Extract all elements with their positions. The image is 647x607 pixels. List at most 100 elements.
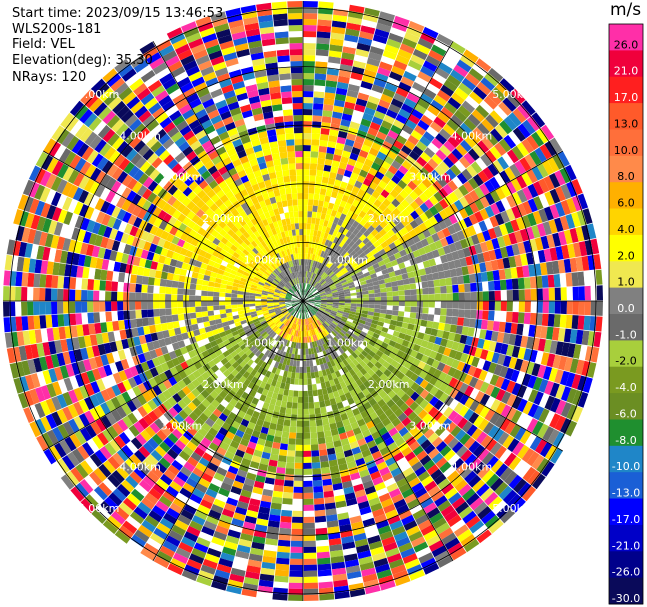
velocity-gate xyxy=(319,306,326,310)
velocity-gate xyxy=(442,330,450,340)
velocity-gate xyxy=(423,147,436,158)
velocity-gate xyxy=(219,301,226,306)
velocity-gate xyxy=(423,109,437,122)
velocity-gate xyxy=(505,245,515,257)
velocity-gate xyxy=(373,284,380,290)
velocity-gate xyxy=(409,283,417,290)
velocity-gate xyxy=(422,260,431,269)
velocity-gate xyxy=(593,331,602,348)
velocity-gate xyxy=(520,335,529,348)
velocity-gate xyxy=(479,100,494,114)
velocity-gate xyxy=(375,72,389,83)
velocity-gate xyxy=(303,468,313,475)
velocity-gate xyxy=(293,492,303,499)
velocity-gate xyxy=(549,247,558,261)
velocity-gate xyxy=(452,308,459,317)
velocity-gate xyxy=(536,128,550,144)
velocity-gate xyxy=(400,199,410,209)
velocity-gate xyxy=(414,76,429,88)
velocity-gate xyxy=(15,271,23,287)
velocity-gate xyxy=(21,301,28,316)
velocity-gate xyxy=(369,46,384,56)
velocity-gate xyxy=(334,280,341,285)
velocity-gate xyxy=(294,462,303,469)
velocity-gate xyxy=(320,213,327,220)
velocity-gate xyxy=(319,291,326,295)
velocity-gate xyxy=(321,207,328,214)
velocity-gate xyxy=(337,290,345,294)
velocity-gate xyxy=(410,210,420,220)
velocity-gate xyxy=(135,292,142,301)
velocity-gate xyxy=(379,313,386,319)
velocity-gate xyxy=(368,51,383,62)
velocity-gate xyxy=(531,131,545,147)
velocity-gate xyxy=(320,293,327,297)
velocity-gate xyxy=(558,231,567,246)
velocity-gate xyxy=(511,278,519,290)
velocity-gate xyxy=(401,273,409,280)
velocity-gate xyxy=(325,260,332,267)
velocity-gate xyxy=(451,250,460,261)
velocity-gate xyxy=(347,256,355,264)
velocity-gate xyxy=(315,236,320,243)
velocity-gate xyxy=(382,140,393,151)
velocity-gate xyxy=(426,126,439,138)
velocity-gate xyxy=(411,108,424,120)
velocity-gate xyxy=(300,348,303,355)
velocity-gate xyxy=(461,77,477,91)
velocity-gate xyxy=(467,225,477,237)
velocity-gate xyxy=(261,301,267,304)
velocity-gate xyxy=(356,258,364,265)
velocity-gate xyxy=(500,210,510,224)
velocity-gate xyxy=(440,254,448,264)
velocity-gate xyxy=(316,545,330,553)
velocity-gate xyxy=(377,275,385,281)
velocity-gate xyxy=(310,151,319,158)
velocity-gate xyxy=(309,163,318,170)
velocity-gate xyxy=(362,75,375,84)
velocity-gate xyxy=(303,139,312,146)
velocity-gate xyxy=(57,314,65,327)
velocity-gate xyxy=(359,234,367,242)
velocity-gate xyxy=(368,147,379,157)
velocity-gate xyxy=(422,131,435,143)
velocity-gate xyxy=(292,402,298,409)
velocity-gate xyxy=(383,349,392,357)
velocity-gate xyxy=(531,166,544,181)
velocity-gate xyxy=(516,189,528,203)
velocity-gate xyxy=(403,260,412,268)
velocity-gate xyxy=(385,314,392,320)
velocity-gate xyxy=(518,289,525,301)
velocity-gate xyxy=(448,377,458,388)
velocity-gate xyxy=(326,293,333,296)
velocity-gate xyxy=(360,280,367,286)
velocity-gate xyxy=(440,354,449,365)
velocity-gate xyxy=(321,472,332,480)
velocity-gate xyxy=(463,152,476,165)
velocity-gate xyxy=(388,103,401,114)
velocity-gate xyxy=(386,305,393,311)
velocity-gate xyxy=(565,314,573,329)
velocity-gate xyxy=(484,372,494,384)
velocity-gate xyxy=(399,129,411,140)
velocity-gate xyxy=(488,362,497,374)
velocity-gate xyxy=(371,212,380,221)
velocity-gate xyxy=(316,268,321,275)
velocity-gate xyxy=(397,285,405,291)
velocity-gate xyxy=(312,280,318,287)
velocity-gate xyxy=(478,369,488,382)
velocity-gate xyxy=(33,287,40,301)
velocity-gate xyxy=(332,302,339,305)
velocity-gate xyxy=(331,117,342,125)
velocity-gate xyxy=(335,313,343,318)
velocity-gate xyxy=(468,177,479,190)
velocity-gate xyxy=(309,253,313,260)
velocity-gate xyxy=(317,249,323,257)
velocity-gate xyxy=(306,259,310,266)
velocity-gate xyxy=(340,156,349,164)
velocity-gate xyxy=(485,384,495,396)
velocity-gate xyxy=(404,170,416,181)
velocity-gate xyxy=(319,194,326,202)
velocity-gate xyxy=(69,313,77,326)
velocity-gate xyxy=(331,20,347,29)
